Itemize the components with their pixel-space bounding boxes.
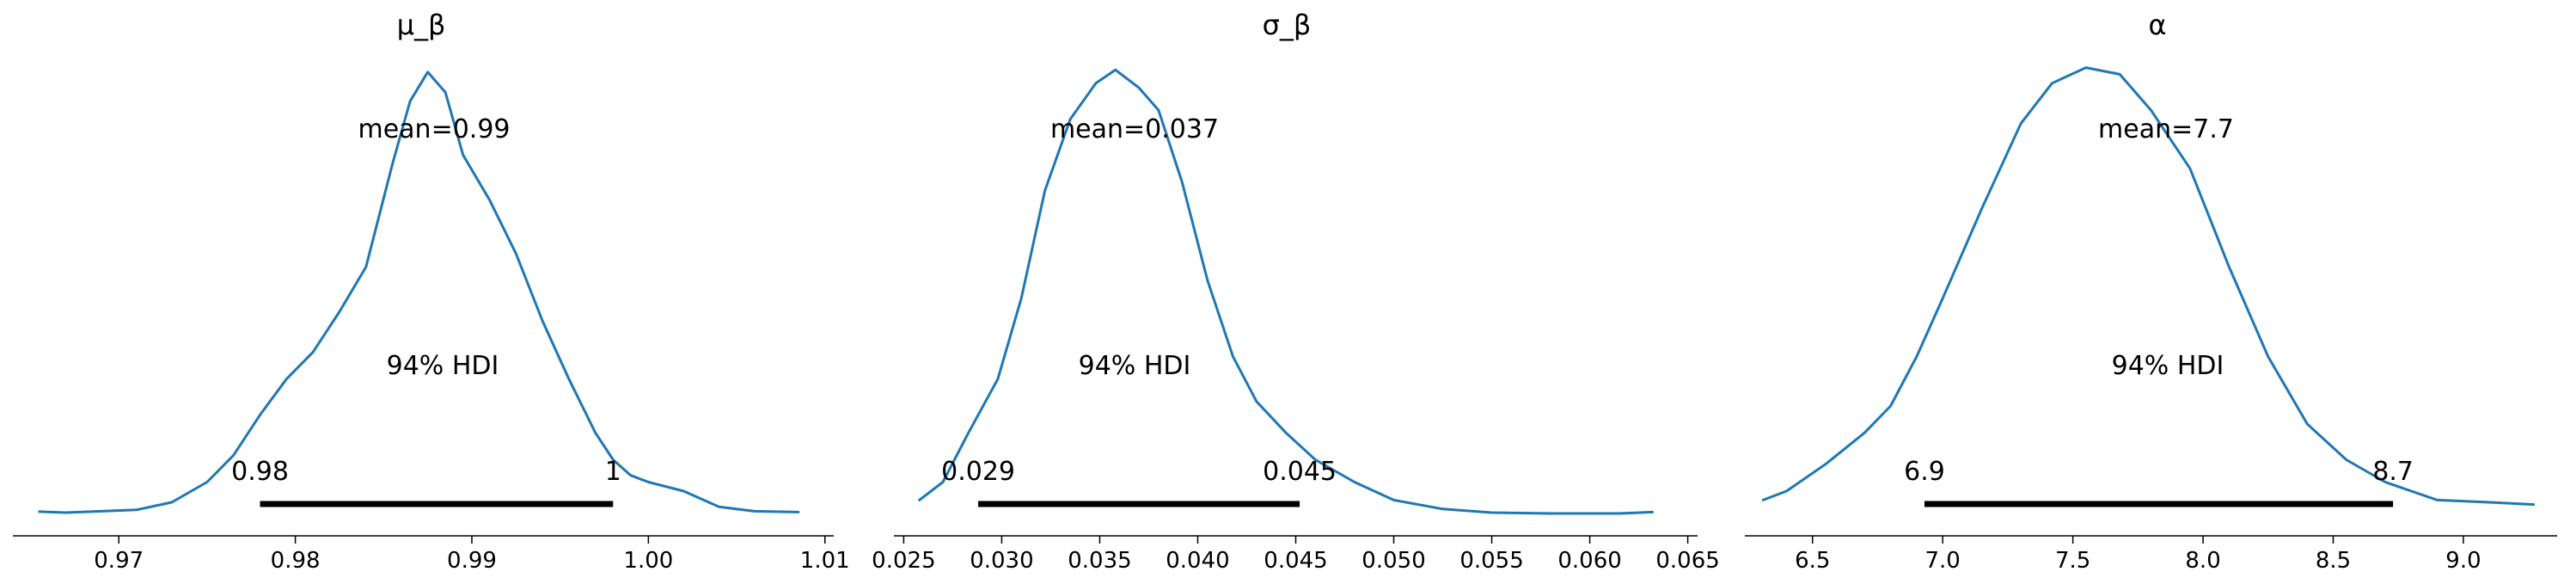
panel-3-density-curve [1761,66,2536,507]
panel-3-title: α [2148,9,2166,41]
panel-2-hdi-high-label: 0.045 [1263,457,1337,487]
panel-3-hdi-low-label: 6.9 [1904,457,1945,487]
panel-3-hdi-label: 94% HDI [2112,351,2224,381]
panel-1-density-curve [38,71,800,514]
panel-2-x-tick-label: 0.045 [1264,548,1327,574]
panel-3-x-tick-label: 7.5 [2055,548,2090,574]
panel-3-x-tick-label: 6.5 [1795,548,1830,574]
panel-1-mean-label: mean=0.99 [358,114,510,144]
panel-3-x-tick-label: 8.0 [2185,548,2220,574]
panel-1-x-tick-label: 1.01 [800,548,850,574]
panel-2-x-tick-label: 0.035 [1068,548,1131,574]
panel-2-hdi-label: 94% HDI [1079,351,1191,381]
panel-2-x-tick-label: 0.060 [1557,548,1621,574]
panel-2-x-tick-label: 0.040 [1166,548,1229,574]
panel-2-mean-label: mean=0.037 [1050,114,1219,144]
panel-1-hdi-high-label: 1 [605,457,621,487]
panel-3-x-tick-label: 7.0 [1925,548,1961,574]
panel-1-x-tick-label: 0.98 [271,548,321,574]
panel-2-density-curve [918,68,1654,515]
panel-2-x-tick-label: 0.055 [1459,548,1523,574]
panel-3-hdi-high-label: 8.7 [2372,457,2414,487]
panel-2-title: σ_β [1263,9,1312,41]
panel-3-x-tick-label: 9.0 [2445,548,2481,574]
panel-2-hdi-low-label: 0.029 [941,457,1015,487]
panel-1-title: μ_β [397,9,446,41]
panel-1-x-tick-label: 0.99 [447,548,497,574]
panel-1-x-tick-label: 0.97 [94,548,144,574]
panel-2-x-tick-label: 0.030 [970,548,1033,574]
panel-2-x-tick-label: 0.065 [1655,548,1719,574]
panel-2-x-tick-label: 0.025 [872,548,935,574]
panel-3-x-tick-label: 8.5 [2316,548,2351,574]
panel-3-mean-label: mean=7.7 [2098,114,2234,144]
panel-2-x-tick-label: 0.050 [1361,548,1425,574]
panel-1-hdi-label: 94% HDI [387,351,499,381]
panel-1-hdi-low-label: 0.98 [231,457,289,487]
panel-1-x-tick-label: 1.00 [623,548,673,574]
